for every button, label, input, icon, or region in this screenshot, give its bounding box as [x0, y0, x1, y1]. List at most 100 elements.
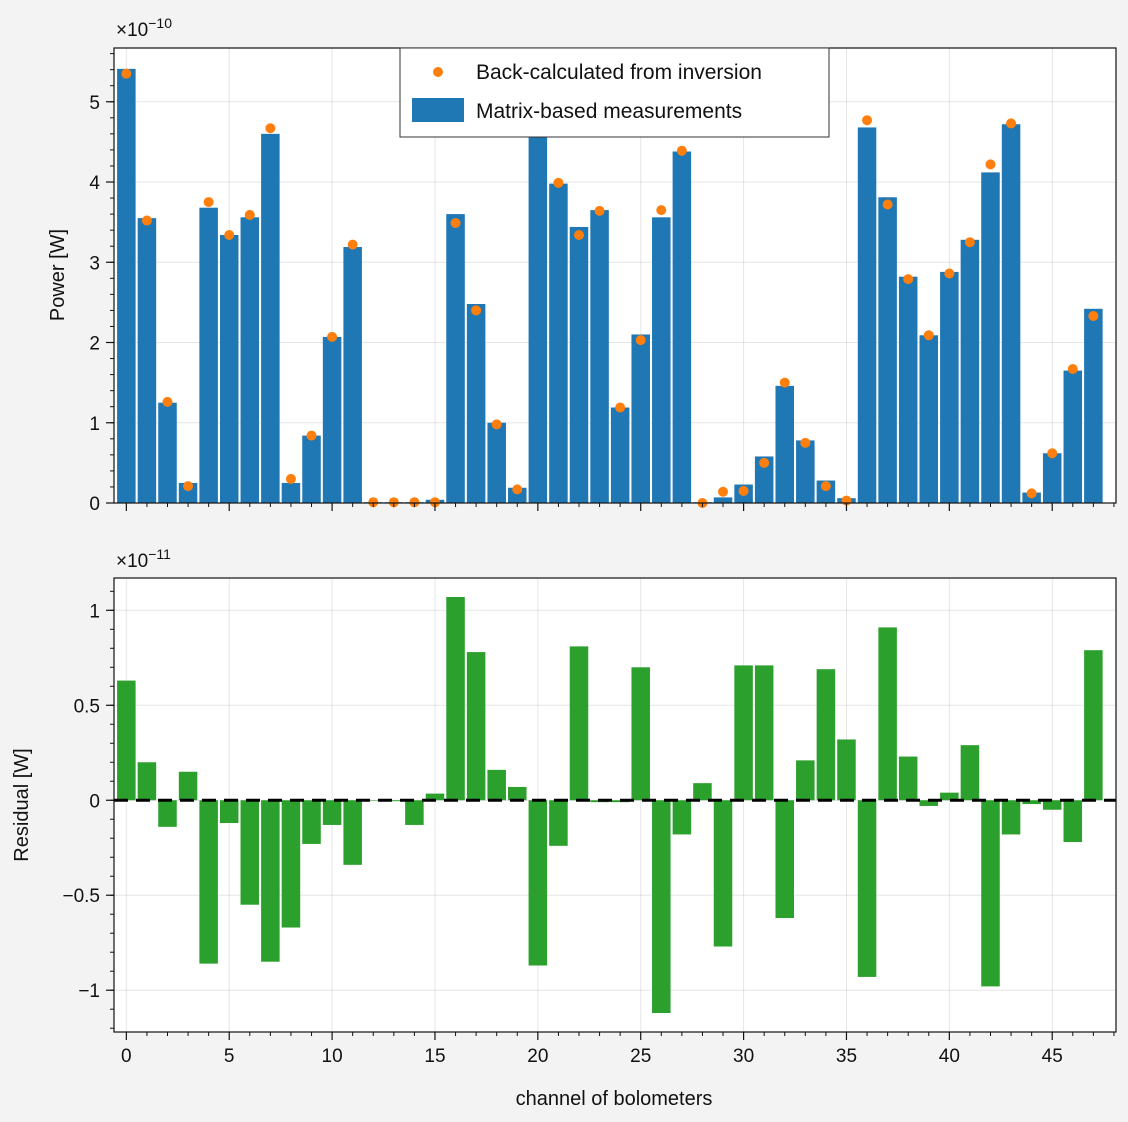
inversion-point — [388, 497, 399, 508]
y-tick-label: 1 — [89, 601, 100, 622]
power-bar — [652, 217, 671, 503]
power-bar — [569, 226, 589, 503]
residual-bar — [919, 800, 939, 806]
inversion-point — [1088, 311, 1099, 322]
power-bar — [610, 407, 630, 503]
power-bar — [281, 482, 301, 503]
power-bar — [960, 239, 980, 503]
power-bar — [981, 172, 1000, 503]
inversion-point — [594, 205, 605, 216]
legend-points-marker — [433, 67, 443, 77]
y-tick-label: 2 — [89, 334, 100, 355]
power-offset-multiplier: ×10−10 — [116, 15, 172, 41]
power-bar — [137, 218, 157, 503]
inversion-point — [285, 473, 296, 484]
power-y-axis-label: Power [W] — [47, 229, 69, 321]
inversion-point — [450, 217, 461, 228]
y-tick-label: 0 — [89, 791, 100, 812]
inversion-point — [244, 209, 255, 220]
power-bar — [549, 183, 568, 503]
inversion-point — [676, 145, 687, 156]
residual-bar — [343, 800, 362, 865]
legend-points-label: Back-calculated from inversion — [476, 61, 762, 84]
inversion-point — [306, 430, 317, 441]
inversion-point — [656, 205, 667, 216]
y-tick-label: −0.5 — [62, 886, 100, 907]
legend: Back-calculated from inversion Matrix-ba… — [399, 47, 830, 138]
power-bar — [117, 68, 136, 503]
inversion-point — [573, 229, 584, 240]
power-bar — [508, 487, 527, 503]
power-bar — [158, 402, 177, 503]
power-bar — [898, 276, 918, 503]
residual-bar — [261, 800, 280, 962]
inversion-point — [800, 437, 811, 448]
power-bar — [1084, 308, 1103, 503]
inversion-point — [820, 481, 831, 492]
power-bar — [631, 334, 650, 503]
residual-bar — [405, 800, 424, 825]
inversion-point — [409, 497, 420, 508]
residual-bar — [158, 800, 177, 827]
residual-bar — [857, 800, 877, 977]
power-bar — [343, 247, 362, 503]
power-bar — [672, 151, 692, 503]
power-bar — [466, 303, 486, 503]
residual-bar — [322, 800, 342, 825]
inversion-point — [368, 497, 379, 508]
inversion-point — [862, 115, 873, 126]
y-tick-label: 0 — [89, 494, 100, 515]
power-bar — [219, 234, 239, 503]
residual-bar — [466, 652, 486, 801]
inversion-point — [512, 484, 523, 495]
power-bar — [240, 217, 260, 503]
residual-plot-area — [114, 578, 1116, 1032]
x-tick-label: 15 — [424, 1046, 445, 1067]
inversion-point — [923, 330, 934, 341]
inversion-point — [882, 199, 893, 210]
x-tick-label: 0 — [121, 1046, 132, 1067]
residual-bar — [898, 756, 918, 801]
residual-bar — [363, 800, 383, 801]
power-bar — [528, 128, 548, 503]
residual-bar — [713, 800, 733, 947]
power-bar — [590, 210, 609, 504]
inversion-point — [121, 68, 132, 79]
inversion-point — [718, 486, 729, 497]
inversion-point — [224, 229, 235, 240]
residual-offset-multiplier: ×10−11 — [116, 546, 171, 572]
power-bar — [322, 336, 342, 503]
residual-bar — [960, 745, 980, 801]
power-bar — [1042, 453, 1062, 503]
residual-bar — [1001, 800, 1021, 835]
x-tick-label: 30 — [733, 1046, 754, 1067]
inversion-point — [1067, 363, 1078, 374]
power-bar — [878, 197, 897, 503]
power-panel: 0 1 2 3 4 5 ×10−10 Power [W] Back-calculated … — [47, 15, 1117, 515]
residual-bar — [878, 627, 897, 801]
power-bar — [857, 127, 877, 503]
residual-bar — [1022, 800, 1041, 805]
residual-bar — [137, 762, 157, 801]
residual-bar — [652, 800, 671, 1014]
inversion-point — [615, 402, 626, 413]
x-axis-label: channel of bolometers — [516, 1088, 713, 1110]
residual-bar — [569, 646, 589, 801]
power-bar — [919, 335, 939, 503]
inversion-point — [1026, 488, 1037, 499]
power-bar — [446, 214, 465, 503]
residual-bar — [508, 786, 527, 801]
inversion-point — [491, 419, 502, 430]
power-bar — [261, 133, 280, 503]
x-tick-label: 45 — [1042, 1046, 1063, 1067]
inversion-point — [141, 215, 152, 226]
residual-y-axis-label: Residual [W] — [11, 748, 33, 861]
inversion-point — [183, 481, 194, 492]
inversion-point — [1047, 448, 1058, 459]
residual-panel: −1 −0.5 0 0.5 1 0 5 10 15 20 25 30 35 40 45 ×10−11 Re… — [11, 546, 1117, 1110]
power-bar — [713, 497, 733, 503]
residual-bar — [1084, 650, 1103, 801]
power-bar — [302, 435, 321, 503]
y-tick-label: 5 — [89, 93, 100, 114]
inversion-point — [944, 268, 955, 279]
